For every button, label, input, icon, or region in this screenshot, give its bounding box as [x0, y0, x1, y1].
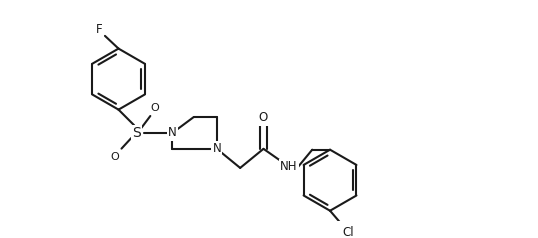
Text: Cl: Cl [342, 226, 353, 238]
Text: S: S [132, 126, 141, 140]
Text: O: O [111, 152, 119, 162]
Text: O: O [259, 111, 268, 124]
Text: O: O [150, 103, 159, 113]
Text: N: N [168, 126, 176, 139]
Text: N: N [213, 142, 221, 155]
Text: NH: NH [280, 160, 298, 173]
Text: F: F [96, 23, 102, 36]
